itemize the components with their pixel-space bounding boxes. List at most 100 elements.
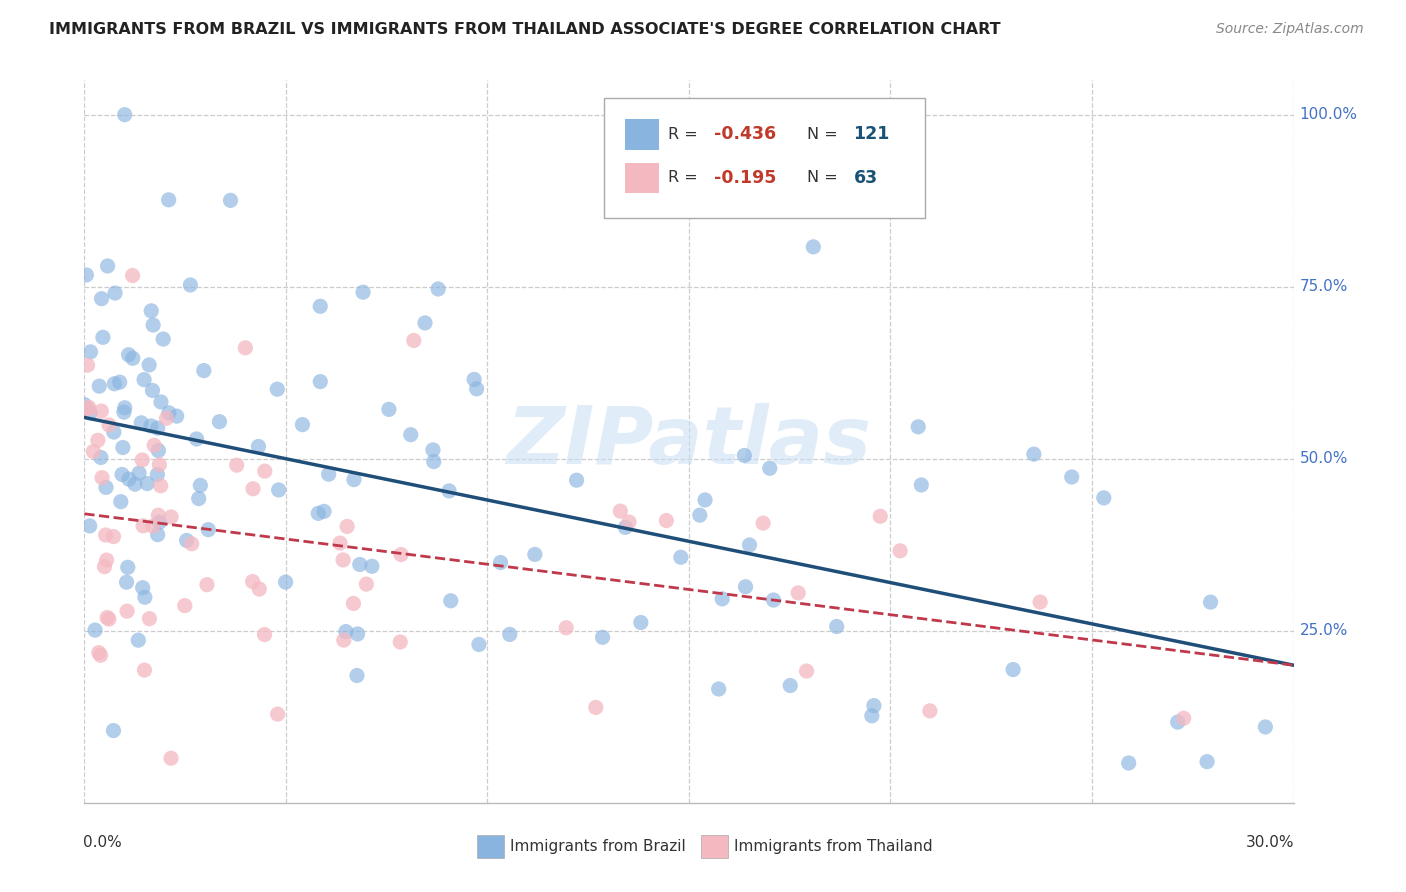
Point — [329, 536, 352, 550]
Text: ZIPatlas: ZIPatlas — [506, 402, 872, 481]
Point — [112, 405, 135, 419]
Point — [124, 477, 146, 491]
Point — [97, 612, 120, 626]
Point — [1029, 595, 1052, 609]
Text: Immigrants from Brazil: Immigrants from Brazil — [510, 839, 686, 855]
Point — [860, 708, 883, 723]
Point — [378, 402, 401, 417]
Point — [655, 514, 678, 528]
Point — [128, 466, 150, 480]
Point — [499, 627, 522, 641]
Point — [208, 415, 231, 429]
Point — [1173, 711, 1195, 725]
Point — [121, 268, 143, 283]
Point — [134, 663, 156, 677]
Text: N =: N = — [807, 170, 844, 186]
Text: -0.436: -0.436 — [714, 126, 776, 144]
Point — [98, 417, 121, 432]
Text: 50.0%: 50.0% — [1299, 451, 1348, 467]
Point — [173, 599, 195, 613]
Point — [1092, 491, 1115, 505]
Point — [346, 627, 368, 641]
Text: Source: ZipAtlas.com: Source: ZipAtlas.com — [1216, 22, 1364, 37]
Point — [91, 470, 114, 484]
Point — [523, 548, 546, 562]
Point — [918, 704, 941, 718]
Point — [155, 411, 177, 425]
Text: 0.0%: 0.0% — [83, 835, 122, 850]
Point — [342, 597, 364, 611]
Text: 30.0%: 30.0% — [1246, 835, 1295, 850]
Point — [1197, 755, 1219, 769]
Point — [96, 553, 118, 567]
Point — [825, 619, 848, 633]
Point — [142, 318, 165, 332]
Point — [91, 330, 114, 344]
Point — [312, 504, 335, 518]
Point — [247, 440, 270, 454]
Point — [94, 480, 117, 494]
Point — [142, 519, 165, 533]
Point — [247, 582, 270, 596]
Point — [148, 515, 170, 529]
Point — [267, 483, 290, 497]
Point — [707, 681, 730, 696]
Point — [146, 527, 169, 541]
Point — [592, 630, 614, 644]
Point — [97, 259, 120, 273]
Point — [82, 444, 104, 458]
Point — [117, 560, 139, 574]
Point — [738, 538, 761, 552]
Point — [115, 604, 138, 618]
FancyBboxPatch shape — [624, 120, 659, 150]
Point — [869, 509, 891, 524]
Point — [225, 458, 247, 472]
Point — [489, 556, 512, 570]
Point — [139, 419, 162, 434]
Point — [149, 395, 172, 409]
Point — [689, 508, 711, 523]
Point — [127, 633, 149, 648]
Point — [79, 406, 101, 420]
Point — [90, 404, 112, 418]
Point — [141, 384, 163, 398]
Point — [176, 533, 198, 548]
Point — [752, 516, 775, 530]
Point — [389, 635, 412, 649]
Point — [423, 454, 446, 468]
Point — [73, 398, 96, 412]
Point — [356, 577, 378, 591]
Point — [197, 523, 219, 537]
Point — [117, 348, 139, 362]
Text: 25.0%: 25.0% — [1299, 624, 1348, 639]
FancyBboxPatch shape — [702, 835, 728, 858]
Text: -0.195: -0.195 — [714, 169, 776, 186]
Text: Immigrants from Thailand: Immigrants from Thailand — [734, 839, 932, 855]
Point — [711, 591, 734, 606]
Point — [291, 417, 314, 432]
Point — [129, 416, 152, 430]
Point — [233, 341, 256, 355]
Point — [157, 193, 180, 207]
Point — [463, 372, 485, 386]
Point — [762, 593, 785, 607]
Point — [465, 382, 488, 396]
Point — [114, 108, 136, 122]
Point — [266, 382, 288, 396]
Point — [131, 453, 153, 467]
Point — [1167, 715, 1189, 730]
Point — [104, 286, 127, 301]
Point — [152, 332, 174, 346]
Point — [779, 679, 801, 693]
Point — [669, 550, 692, 565]
Point — [179, 277, 201, 292]
Point — [111, 467, 134, 482]
Point — [349, 558, 371, 572]
Point — [274, 575, 297, 590]
Point — [148, 458, 170, 472]
FancyBboxPatch shape — [624, 162, 659, 193]
Point — [96, 610, 118, 624]
Point — [1002, 663, 1025, 677]
Point — [758, 461, 780, 475]
Point — [166, 409, 188, 423]
